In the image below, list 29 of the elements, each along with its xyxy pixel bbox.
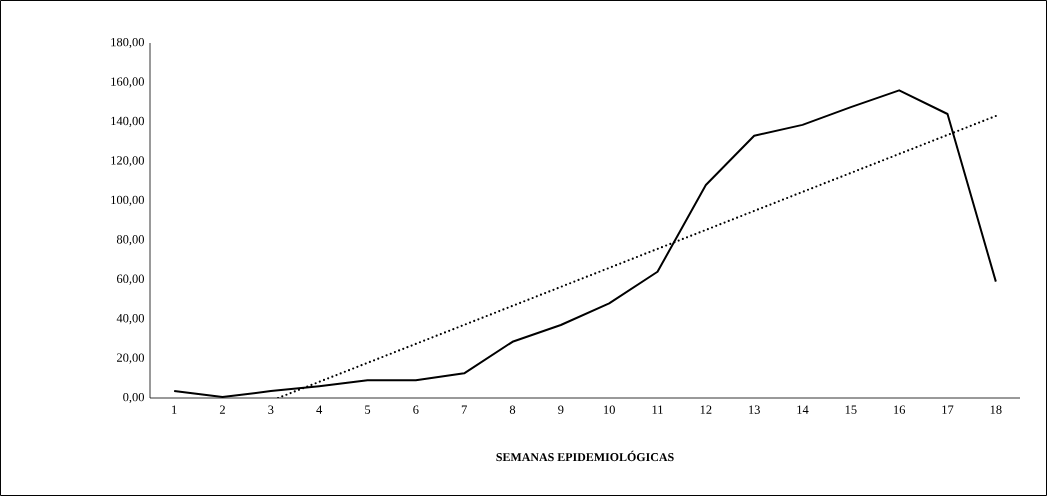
x-tick-label: 8 (509, 405, 516, 414)
x-tick-label: 13 (749, 405, 760, 414)
x-tick-label: 7 (461, 405, 467, 414)
x-tick-label: 11 (652, 405, 663, 414)
x-tick-label: 1 (172, 405, 177, 414)
x-axis-title: SEMANAS EPIDEMIOLÓGICAS (496, 450, 674, 462)
x-tick-label: 3 (268, 405, 274, 414)
x-tick-label: 5 (365, 405, 371, 414)
y-tick-label: 80,00 (116, 235, 144, 246)
y-tick-label: 140,00 (111, 116, 144, 127)
x-tick-label: 16 (894, 405, 906, 414)
y-tick-label: 0,00 (123, 392, 144, 404)
x-tick-label: 18 (990, 405, 1002, 414)
y-tick-label: 60,00 (116, 274, 144, 285)
x-tick-label: 4 (316, 405, 323, 414)
x-tick-label: 17 (942, 405, 954, 414)
y-tick-label: 100,00 (111, 195, 144, 206)
x-tick-label: 15 (845, 405, 857, 414)
y-tick-label: 40,00 (116, 314, 144, 325)
y-tick-label: 120,00 (111, 156, 144, 167)
x-tick-label: 10 (604, 405, 615, 414)
x-tick-label: 9 (558, 405, 564, 414)
y-tick-label: 180,00 (111, 37, 144, 49)
x-tick-label: 12 (700, 405, 712, 414)
x-tick-label: 2 (219, 405, 225, 414)
y-tick-label: 20,00 (117, 353, 144, 364)
x-tick-label: 14 (797, 405, 809, 414)
x-tick-label: 6 (413, 405, 419, 414)
y-tick-label: 160,00 (111, 77, 144, 88)
